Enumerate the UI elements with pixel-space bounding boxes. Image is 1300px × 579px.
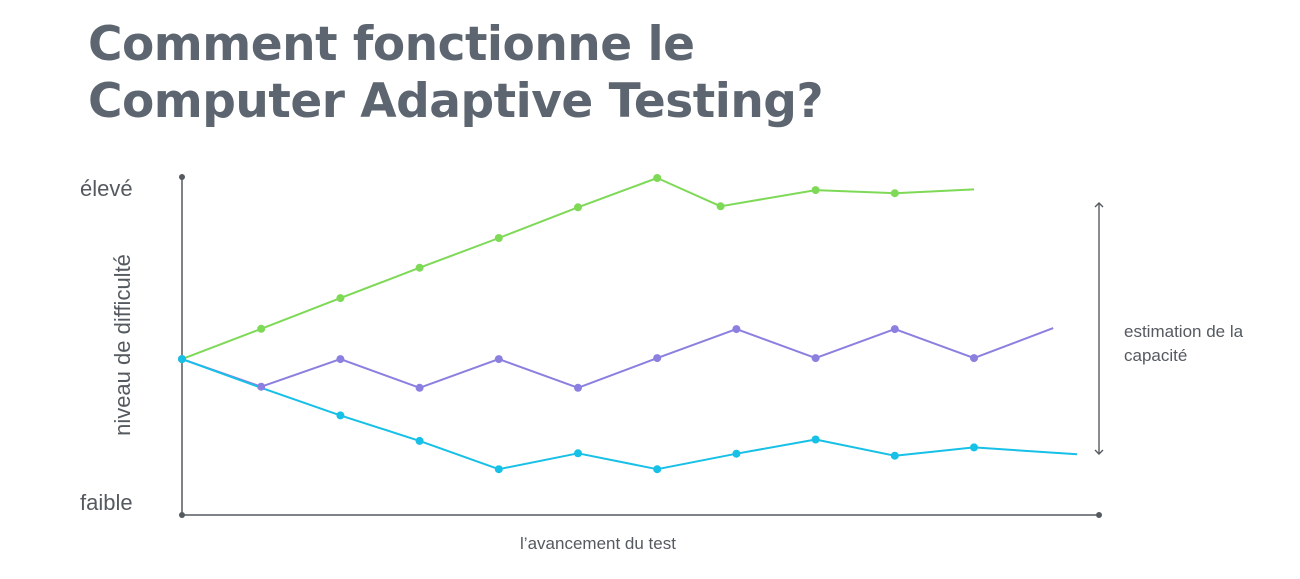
series-layer xyxy=(178,174,1078,474)
series-3-point xyxy=(970,443,978,452)
series-3-point xyxy=(653,465,662,474)
series-2-point xyxy=(732,325,741,334)
series-3-point xyxy=(494,465,503,474)
title-line-2: Computer Adaptive Testing? xyxy=(88,74,824,129)
series-3-point xyxy=(336,411,345,420)
series-1-point xyxy=(415,263,424,272)
series-2-point xyxy=(811,354,820,363)
series-1-point xyxy=(494,234,503,242)
series-3-point xyxy=(574,449,582,458)
title-line-1: Comment fonctionne le xyxy=(88,17,695,72)
series-2-point xyxy=(890,325,899,334)
series-2-point xyxy=(970,354,978,363)
y-axis-label: niveau de difficulté xyxy=(110,254,135,436)
capacity-estimate-line-2: capacité xyxy=(1124,346,1187,365)
x-axis-end-dot xyxy=(1096,512,1102,518)
capacity-estimate-line-1: estimation de la xyxy=(1124,322,1244,341)
series-2-point xyxy=(336,355,345,364)
series-3-line xyxy=(181,358,1078,471)
series-1-point xyxy=(257,324,266,333)
series-3-point xyxy=(178,355,186,364)
series-2-line xyxy=(181,327,1054,389)
series-1-point xyxy=(653,174,662,182)
series-3-point xyxy=(732,449,741,458)
series-3-point xyxy=(415,436,424,445)
series-1-point xyxy=(811,186,820,195)
series-2-point xyxy=(653,354,662,363)
series-2-point xyxy=(415,383,424,392)
y-low-label: faible xyxy=(80,490,133,515)
capacity-estimate-label: estimation de la capacité xyxy=(1124,322,1248,365)
series-3-point xyxy=(890,451,899,460)
series-2-point xyxy=(574,383,582,392)
series-2-point xyxy=(257,382,266,391)
y-axis-top-dot xyxy=(179,174,185,180)
series-3-point xyxy=(811,435,820,444)
x-axis-origin-dot xyxy=(179,512,185,518)
series-2-point xyxy=(494,355,503,364)
page-title: Comment fonctionne le Computer Adaptive … xyxy=(88,16,824,130)
y-high-label: élevé xyxy=(80,176,133,201)
series-1-point xyxy=(716,202,725,211)
series-1-point xyxy=(336,294,345,303)
x-axis-label: l’avancement du test xyxy=(520,534,676,553)
series-1-point xyxy=(574,203,582,212)
series-1-point xyxy=(890,189,899,198)
